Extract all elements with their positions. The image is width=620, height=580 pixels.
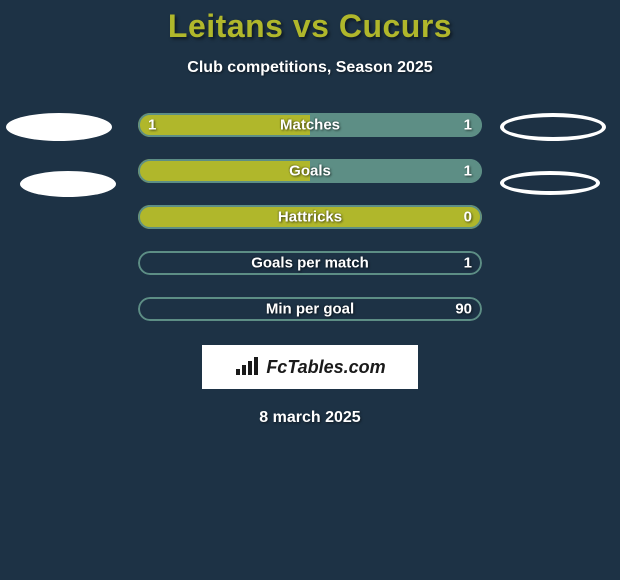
brand-logo: FcTables.com — [202, 345, 418, 389]
bar-label: Goals — [289, 163, 331, 180]
stat-bar: Hattricks 0 — [138, 205, 482, 229]
bar-fill-left — [138, 159, 310, 183]
left-ellipse — [6, 113, 112, 141]
right-ellipse — [500, 113, 606, 141]
right-ellipse — [500, 171, 600, 195]
date-line: 8 march 2025 — [0, 409, 620, 427]
stat-bar: 1 Matches 1 — [138, 113, 482, 137]
bar-label: Hattricks — [278, 209, 342, 226]
bars-icon — [234, 357, 262, 377]
stat-bar: Min per goal 90 — [138, 297, 482, 321]
right-ellipse-column — [500, 113, 610, 321]
bar-fill-right — [310, 159, 482, 183]
left-ellipse-column — [10, 113, 120, 321]
bar-value-right: 0 — [464, 209, 472, 226]
bar-value-right: 1 — [464, 117, 472, 134]
stats-area: 1 Matches 1 Goals 1 Hattricks 0 Goals per match… — [0, 113, 620, 321]
left-ellipse — [20, 171, 116, 197]
stat-bar: Goals 1 — [138, 159, 482, 183]
brand-text: FcTables.com — [266, 357, 385, 378]
bar-label: Matches — [280, 117, 340, 134]
bar-value-left: 1 — [148, 117, 156, 134]
bar-value-right: 1 — [464, 163, 472, 180]
page-title: Leitans vs Cucurs — [0, 8, 620, 45]
stat-bars: 1 Matches 1 Goals 1 Hattricks 0 Goals per match… — [138, 113, 482, 321]
bar-label: Goals per match — [251, 255, 369, 272]
bar-value-right: 1 — [464, 255, 472, 272]
stat-bar: Goals per match 1 — [138, 251, 482, 275]
bar-label: Min per goal — [266, 301, 354, 318]
bar-value-right: 90 — [455, 301, 472, 318]
subtitle: Club competitions, Season 2025 — [0, 59, 620, 77]
